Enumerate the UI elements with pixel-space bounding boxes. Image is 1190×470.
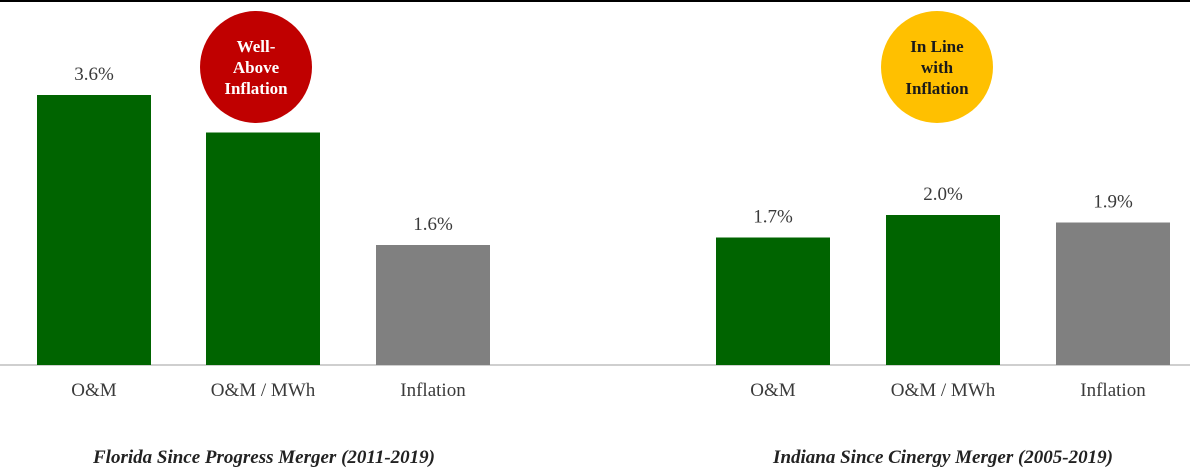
group-title: Florida Since Progress Merger (2011-2019… — [92, 447, 435, 468]
data-label: 2.0% — [923, 184, 963, 205]
group-title: Indiana Since Cinergy Merger (2005-2019) — [772, 447, 1113, 468]
badge-text: Inflation — [905, 79, 969, 98]
bar — [716, 237, 830, 365]
bar — [206, 132, 320, 365]
badge-circle — [200, 11, 312, 123]
data-label: 1.7% — [753, 207, 793, 228]
category-tick-label: Inflation — [400, 380, 466, 401]
bar — [37, 95, 151, 365]
category-tick-label: O&M / MWh — [891, 380, 996, 401]
badge-text: Inflation — [224, 79, 288, 98]
chart-panel-1: 3.6%O&M3.1%O&M / MWh1.6%InflationFlorida… — [37, 11, 490, 468]
category-tick-label: O&M — [750, 380, 796, 401]
category-tick-label: O&M — [71, 380, 117, 401]
bar — [376, 245, 490, 365]
data-label: 3.6% — [74, 64, 114, 85]
chart-panel-2: 1.7% O&M 2.0% O&M / MWh 1.9% Inflation Indiana… — [716, 11, 1170, 468]
badge-text: In Line — [910, 37, 964, 56]
bar — [1056, 222, 1170, 365]
badge-text: Well- — [237, 37, 276, 56]
data-label: 1.9% — [1093, 192, 1133, 213]
badge-text: Above — [233, 58, 280, 77]
badge-circle — [881, 11, 993, 123]
bar — [886, 215, 1000, 365]
category-tick-label: O&M / MWh — [211, 380, 316, 401]
category-tick-label: Inflation — [1080, 380, 1146, 401]
data-label: 1.6% — [413, 214, 453, 235]
badge-text: with — [921, 58, 954, 77]
